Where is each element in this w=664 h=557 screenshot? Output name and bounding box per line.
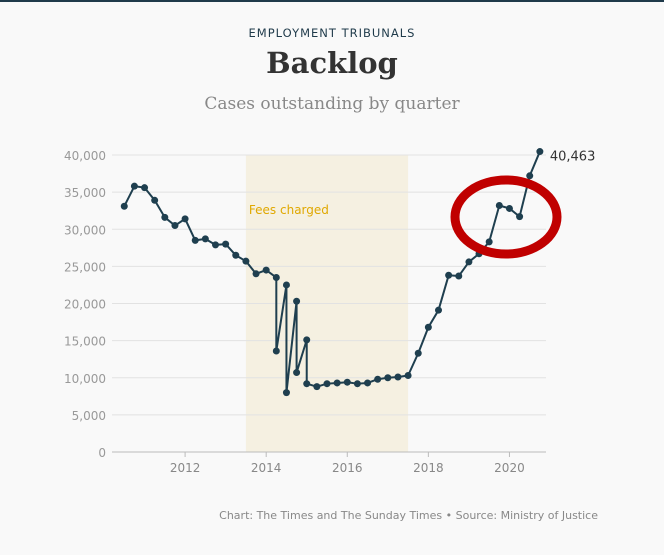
data-point [272, 274, 280, 282]
data-point [455, 272, 463, 280]
series-line [123, 151, 541, 394]
data-point [171, 222, 179, 230]
data-point [282, 281, 290, 289]
data-point [130, 182, 138, 190]
data-point [151, 196, 159, 204]
data-point [435, 306, 442, 314]
y-tick-label: 10,000 [64, 372, 106, 386]
data-point [333, 379, 341, 387]
chart-kicker: EMPLOYMENT TRIBUNALS [248, 26, 416, 40]
data-point [424, 323, 432, 331]
data-point [364, 379, 372, 387]
y-tick-label: 20,000 [64, 298, 106, 312]
data-point [303, 336, 311, 344]
data-point [222, 240, 230, 248]
data-point [536, 148, 544, 156]
data-point [323, 380, 331, 388]
end-value-label: 40,463 [550, 150, 596, 165]
y-tick-label: 30,000 [64, 223, 106, 237]
data-point [252, 270, 260, 278]
data-point [374, 375, 382, 383]
y-tick-label: 25,000 [64, 260, 106, 274]
data-point [313, 383, 321, 391]
data-point [293, 369, 301, 377]
data-point [282, 389, 290, 397]
y-tick-label: 0 [98, 446, 106, 460]
x-tick-label: 2012 [170, 461, 201, 475]
data-point [262, 266, 270, 274]
data-point [516, 213, 524, 221]
x-tick-label: 2016 [332, 461, 363, 475]
x-tick-label: 2018 [413, 461, 444, 475]
red-circle-annotation [450, 175, 562, 259]
chart-subtitle: Cases outstanding by quarter [204, 94, 460, 114]
data-point [495, 201, 503, 209]
fees-charged-label: Fees charged [249, 203, 329, 217]
data-point [404, 372, 412, 380]
data-point [232, 251, 240, 259]
data-point [181, 215, 189, 223]
data-point [161, 213, 169, 221]
x-tick-label: 2020 [494, 461, 525, 475]
data-point [394, 373, 402, 381]
data-point [384, 374, 392, 382]
data-point [212, 241, 219, 249]
y-tick-label: 40,000 [64, 149, 106, 163]
data-point [191, 236, 199, 244]
data-point [353, 380, 361, 388]
data-point [505, 204, 513, 212]
data-point [141, 184, 149, 192]
data-point [201, 235, 209, 243]
x-tick-label: 2014 [251, 461, 282, 475]
y-tick-label: 35,000 [64, 186, 106, 200]
data-point [485, 238, 493, 246]
data-point [293, 297, 301, 305]
chart-footer-credit: Chart: The Times and The Sunday Times • … [219, 509, 598, 522]
data-point [303, 380, 311, 388]
y-tick-label: 15,000 [64, 335, 106, 349]
data-point [242, 257, 250, 265]
data-point [120, 202, 128, 210]
y-tick-label: 5,000 [72, 409, 106, 423]
data-point [414, 349, 422, 357]
data-point [445, 271, 453, 279]
chart-title: Backlog [266, 46, 398, 80]
data-point [465, 258, 473, 266]
data-point [343, 378, 351, 386]
data-point [272, 347, 280, 355]
data-point [526, 172, 534, 180]
